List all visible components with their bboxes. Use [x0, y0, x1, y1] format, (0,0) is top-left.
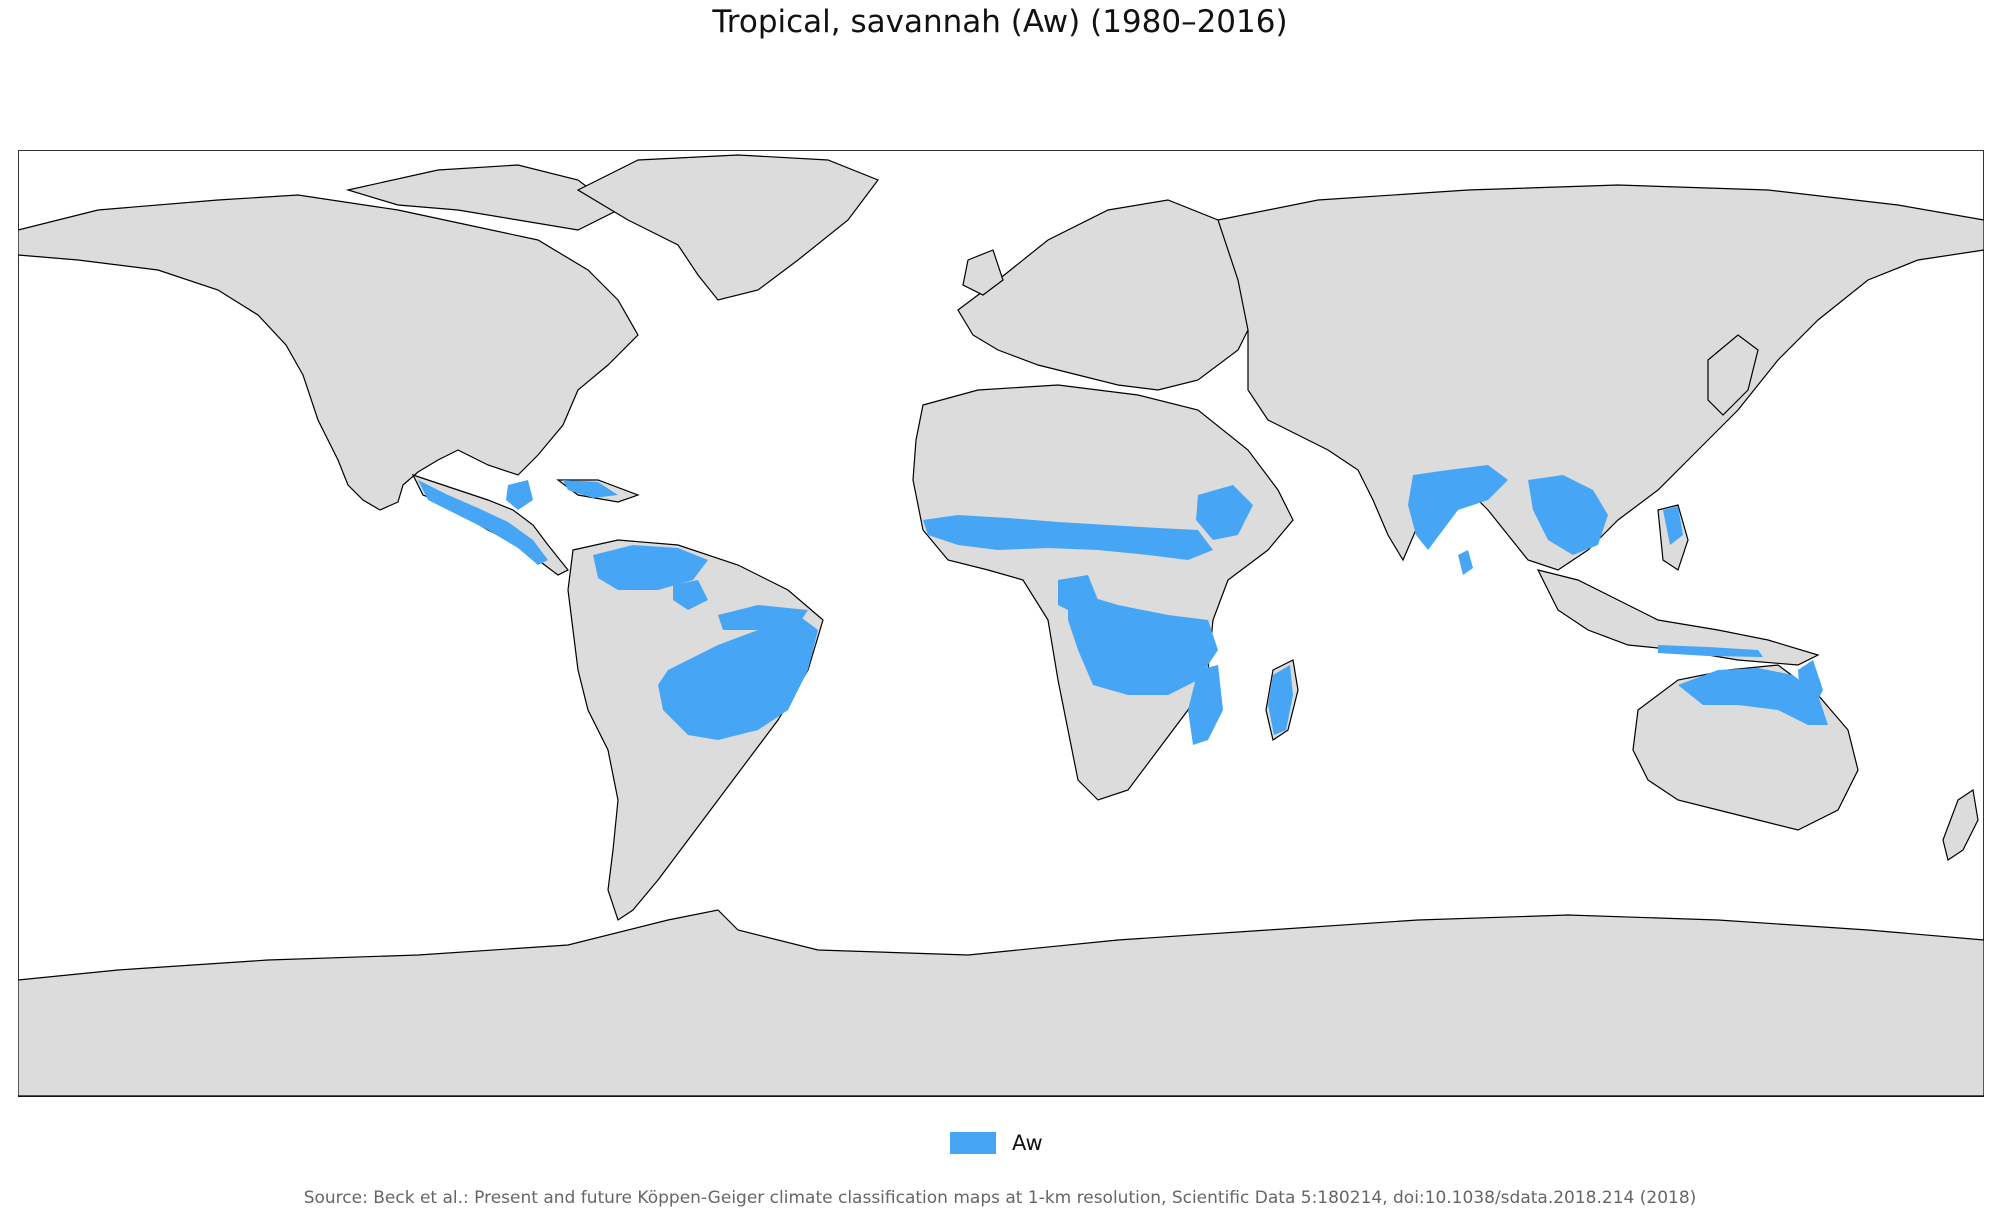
- map-title: Tropical, savannah (Aw) (1980–2016): [712, 4, 1288, 40]
- aw-mexico-central-america: [418, 480, 548, 565]
- north-america: [18, 194, 639, 511]
- aw-cuba: [563, 480, 618, 498]
- aw-brazil-north: [718, 605, 808, 630]
- aw-central-africa: [1068, 590, 1218, 695]
- legend-swatch-aw: [950, 1132, 996, 1154]
- aw-angola: [1058, 575, 1098, 615]
- maritime-southeast-asia: [1536, 569, 1820, 666]
- aw-yucatan: [506, 480, 533, 510]
- arctic-islands: [345, 164, 620, 231]
- greenland: [576, 154, 879, 301]
- europe: [957, 199, 1259, 391]
- japan: [1707, 334, 1759, 416]
- aw-venezuela-colombia: [593, 545, 708, 590]
- aw-northern-australia: [1678, 668, 1828, 725]
- aw-mozambique: [1188, 665, 1223, 745]
- africa: [912, 384, 1294, 801]
- aw-ethiopia: [1196, 485, 1253, 540]
- aw-brazil: [658, 615, 818, 740]
- aw-india: [1408, 465, 1508, 550]
- legend-label-aw: Aw: [1012, 1131, 1043, 1155]
- aw-indochina: [1528, 475, 1608, 555]
- aw-madagascar: [1268, 665, 1293, 735]
- aw-zone-layer: [418, 465, 1828, 745]
- asia: [1217, 184, 1984, 571]
- aw-roraima: [673, 580, 708, 610]
- aw-sri-lanka: [1458, 550, 1473, 575]
- antarctica: [18, 909, 1984, 1097]
- map-legend: Aw: [950, 1129, 1043, 1157]
- world-map: [18, 150, 1984, 1097]
- aw-west-africa: [923, 515, 1213, 560]
- aw-cape-york: [1798, 660, 1823, 710]
- aw-philippines: [1663, 506, 1683, 545]
- aw-lesser-sunda: [1658, 645, 1763, 657]
- source-citation: Source: Beck et al.: Present and future …: [303, 1188, 1697, 1208]
- new-zealand: [1942, 788, 1979, 861]
- british-isles: [962, 249, 1004, 296]
